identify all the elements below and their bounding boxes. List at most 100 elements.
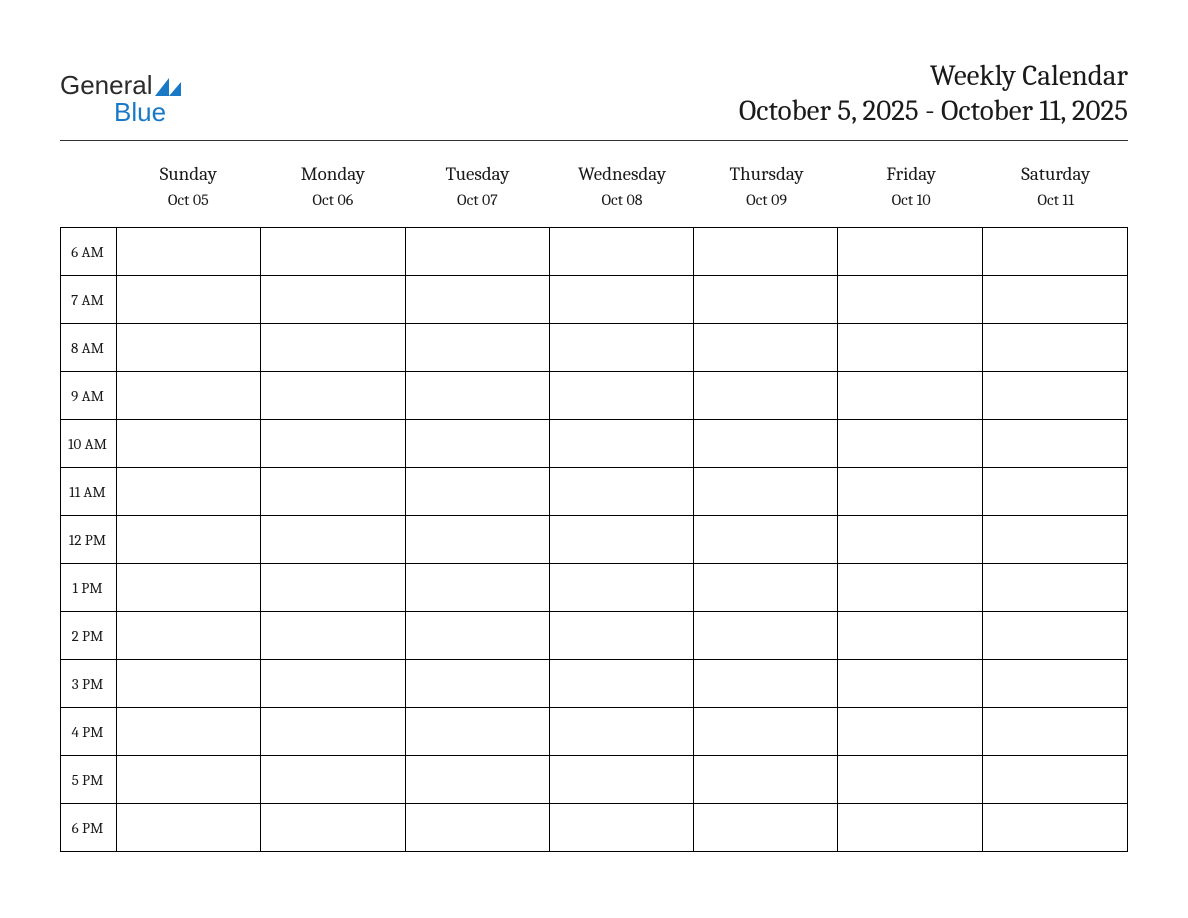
calendar-slot[interactable] <box>838 708 982 755</box>
day-header: Sunday Oct 05 <box>116 159 261 213</box>
calendar-slot[interactable] <box>261 756 405 803</box>
calendar-slot[interactable] <box>406 468 550 515</box>
calendar-slot[interactable] <box>838 612 982 659</box>
calendar-slot[interactable] <box>261 276 405 323</box>
calendar-slot[interactable] <box>117 564 261 611</box>
calendar-slot[interactable] <box>117 612 261 659</box>
calendar-slot[interactable] <box>694 564 838 611</box>
calendar-slot[interactable] <box>406 228 550 275</box>
calendar-slot[interactable] <box>694 372 838 419</box>
calendar-slot[interactable] <box>838 804 982 851</box>
calendar-slot[interactable] <box>261 228 405 275</box>
calendar-slot[interactable] <box>550 324 694 371</box>
calendar-slot[interactable] <box>261 660 405 707</box>
calendar-slot[interactable] <box>838 324 982 371</box>
calendar-slot[interactable] <box>838 468 982 515</box>
calendar-slot[interactable] <box>406 276 550 323</box>
calendar-slot[interactable] <box>983 420 1127 467</box>
calendar-slot[interactable] <box>694 276 838 323</box>
day-header: Tuesday Oct 07 <box>405 159 550 213</box>
calendar-slot[interactable] <box>117 372 261 419</box>
calendar-slot[interactable] <box>983 756 1127 803</box>
calendar-slot[interactable] <box>406 708 550 755</box>
calendar-slot[interactable] <box>694 324 838 371</box>
calendar-slot[interactable] <box>838 372 982 419</box>
calendar-slot[interactable] <box>550 372 694 419</box>
calendar-slot[interactable] <box>983 372 1127 419</box>
calendar-slot[interactable] <box>406 660 550 707</box>
calendar-slot[interactable] <box>983 324 1127 371</box>
time-label: 10 AM <box>61 420 117 467</box>
calendar-slot[interactable] <box>261 612 405 659</box>
calendar-slot[interactable] <box>261 708 405 755</box>
calendar-slot[interactable] <box>694 708 838 755</box>
calendar-slot[interactable] <box>550 276 694 323</box>
calendar-slot[interactable] <box>838 660 982 707</box>
calendar-slot[interactable] <box>117 420 261 467</box>
calendar-slot[interactable] <box>838 228 982 275</box>
calendar-slot[interactable] <box>983 564 1127 611</box>
calendar-slot[interactable] <box>117 708 261 755</box>
calendar-slot[interactable] <box>983 804 1127 851</box>
day-header: Friday Oct 10 <box>839 159 984 213</box>
calendar-slot[interactable] <box>550 804 694 851</box>
time-row: 4 PM <box>61 708 1127 756</box>
calendar-slot[interactable] <box>406 420 550 467</box>
calendar-slot[interactable] <box>406 516 550 563</box>
calendar-slot[interactable] <box>117 516 261 563</box>
calendar-slot[interactable] <box>406 324 550 371</box>
calendar-slot[interactable] <box>838 756 982 803</box>
calendar-slot[interactable] <box>694 228 838 275</box>
calendar-slot[interactable] <box>694 804 838 851</box>
calendar-slot[interactable] <box>550 420 694 467</box>
day-date: Oct 05 <box>116 191 261 209</box>
calendar-slot[interactable] <box>983 228 1127 275</box>
calendar-slot[interactable] <box>694 756 838 803</box>
calendar-slot[interactable] <box>838 276 982 323</box>
calendar-slot[interactable] <box>550 756 694 803</box>
calendar-slot[interactable] <box>694 420 838 467</box>
calendar-slot[interactable] <box>261 804 405 851</box>
calendar-slot[interactable] <box>117 276 261 323</box>
calendar-slot[interactable] <box>550 612 694 659</box>
calendar-slot[interactable] <box>406 804 550 851</box>
calendar-slot[interactable] <box>406 756 550 803</box>
calendar-slot[interactable] <box>117 324 261 371</box>
calendar-slot[interactable] <box>983 276 1127 323</box>
day-date: Oct 06 <box>261 191 406 209</box>
calendar-slot[interactable] <box>694 612 838 659</box>
calendar-slot[interactable] <box>550 516 694 563</box>
calendar-slot[interactable] <box>694 660 838 707</box>
calendar-slot[interactable] <box>117 804 261 851</box>
calendar-slot[interactable] <box>261 372 405 419</box>
calendar-slot[interactable] <box>694 468 838 515</box>
calendar-slot[interactable] <box>406 372 550 419</box>
calendar-slot[interactable] <box>983 612 1127 659</box>
calendar-slot[interactable] <box>261 420 405 467</box>
calendar-slot[interactable] <box>983 660 1127 707</box>
time-row: 2 PM <box>61 612 1127 660</box>
calendar-slot[interactable] <box>983 708 1127 755</box>
calendar-slot[interactable] <box>838 564 982 611</box>
calendar-slot[interactable] <box>261 564 405 611</box>
calendar-slot[interactable] <box>838 516 982 563</box>
calendar-slot[interactable] <box>261 516 405 563</box>
calendar-slot[interactable] <box>261 324 405 371</box>
calendar-slot[interactable] <box>550 468 694 515</box>
calendar-slot[interactable] <box>550 564 694 611</box>
calendar-slot[interactable] <box>983 516 1127 563</box>
calendar-slot[interactable] <box>117 660 261 707</box>
calendar-slot[interactable] <box>550 228 694 275</box>
calendar-slot[interactable] <box>694 516 838 563</box>
calendar-slot[interactable] <box>983 468 1127 515</box>
calendar-slot[interactable] <box>117 756 261 803</box>
calendar-slot[interactable] <box>406 564 550 611</box>
calendar-slot[interactable] <box>117 468 261 515</box>
calendar-slot[interactable] <box>117 228 261 275</box>
time-row: 6 PM <box>61 804 1127 852</box>
calendar-slot[interactable] <box>550 708 694 755</box>
calendar-slot[interactable] <box>261 468 405 515</box>
calendar-slot[interactable] <box>406 612 550 659</box>
calendar-slot[interactable] <box>838 420 982 467</box>
calendar-slot[interactable] <box>550 660 694 707</box>
